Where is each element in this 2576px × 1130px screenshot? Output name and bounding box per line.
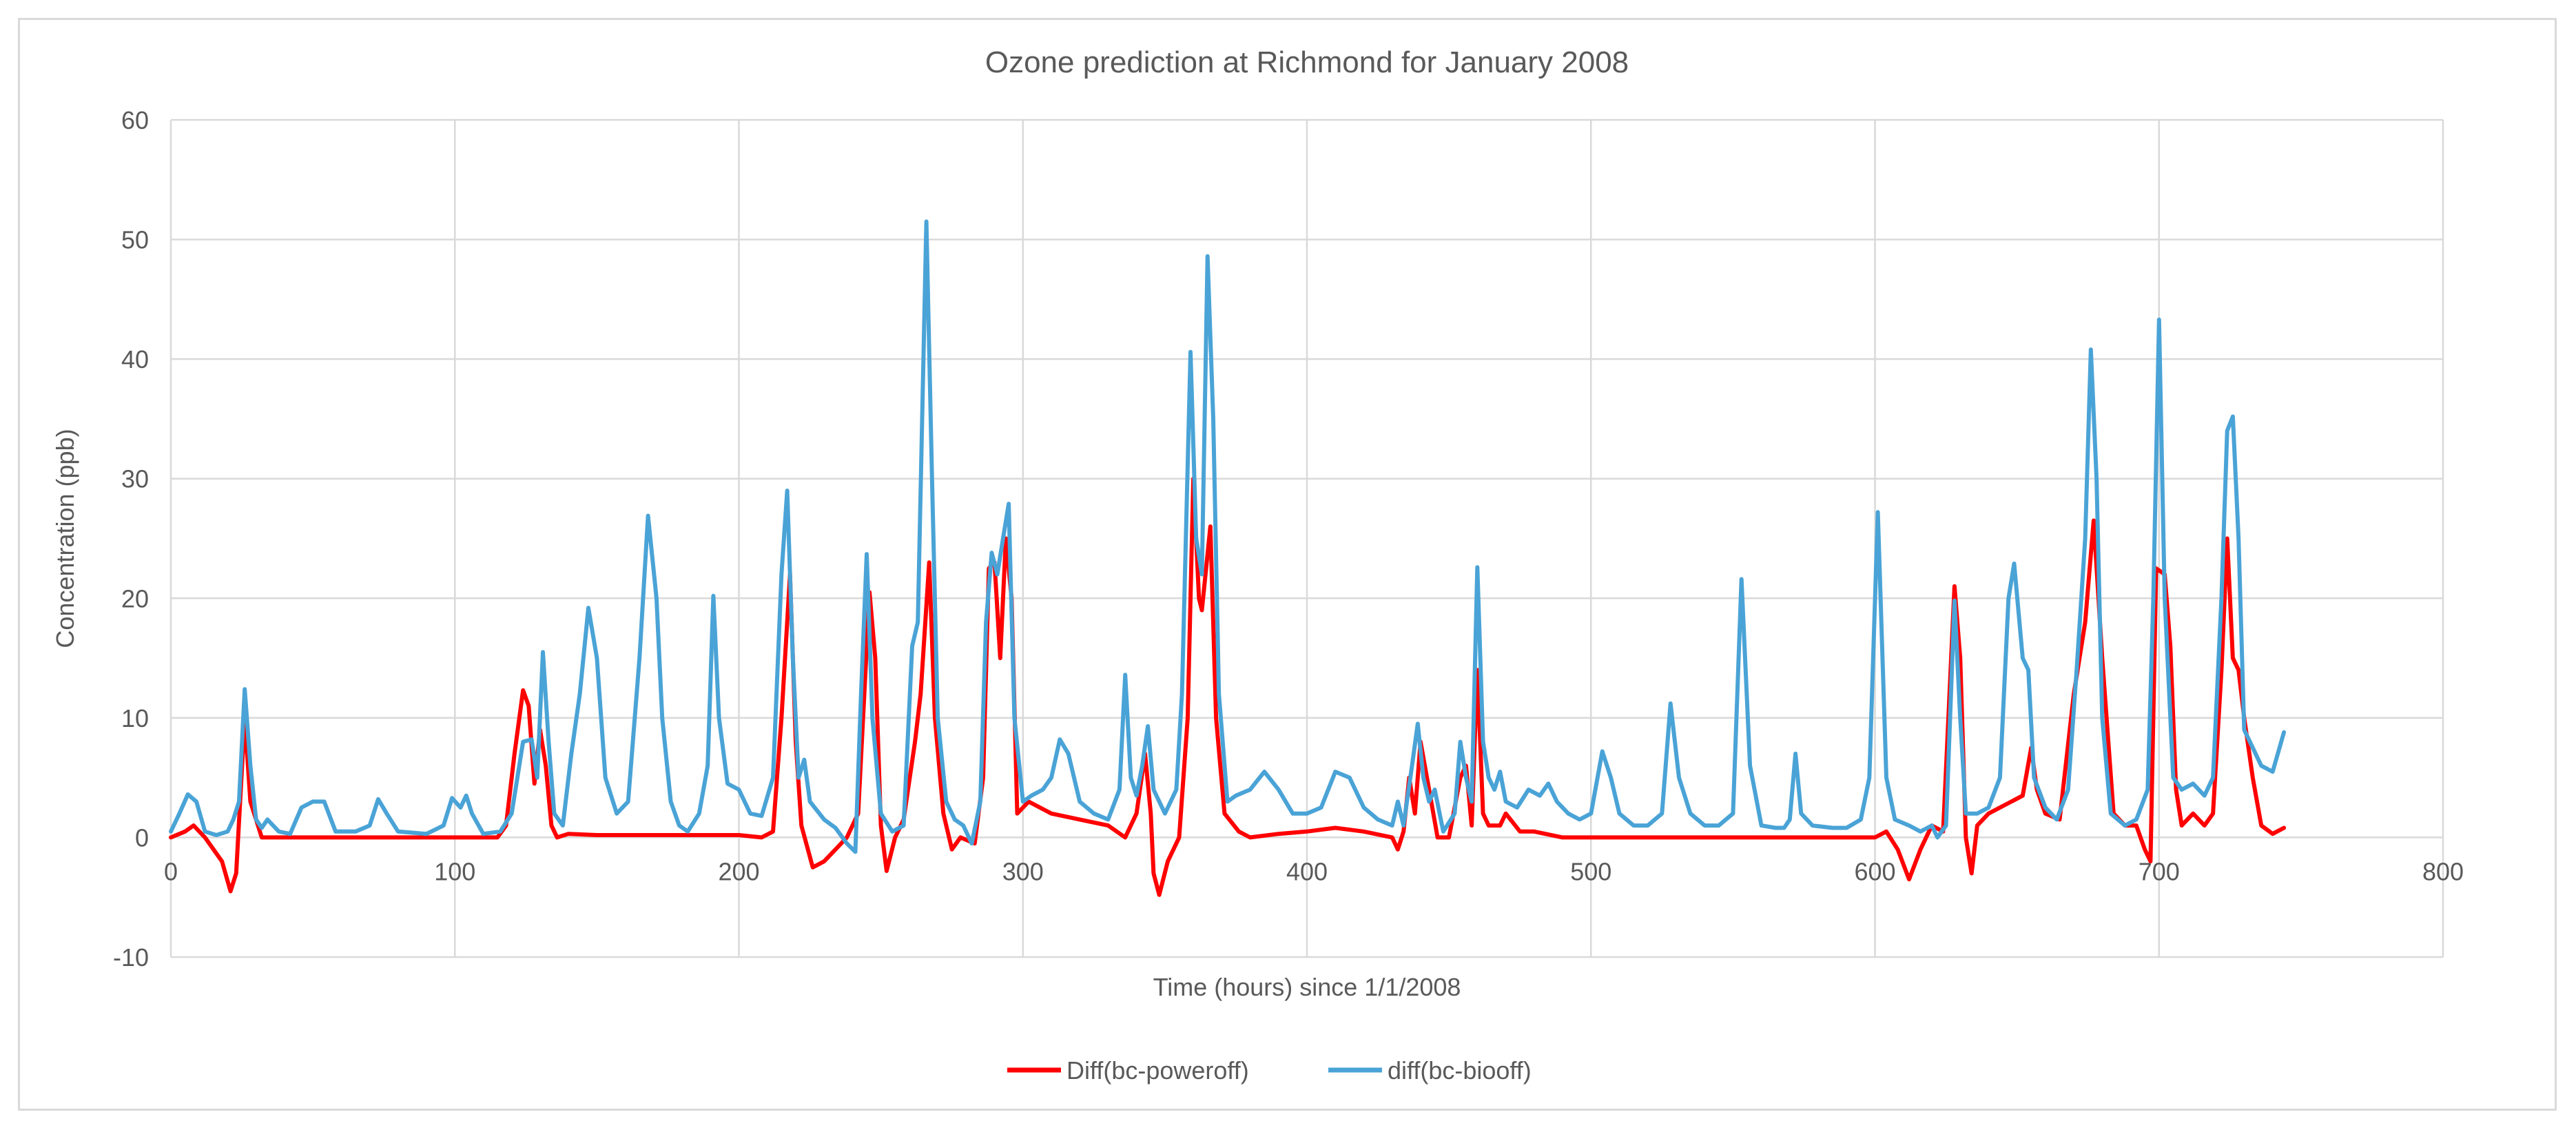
chart-frame: Ozone prediction at Richmond for January… bbox=[18, 18, 2557, 1111]
y-tick-label: 60 bbox=[121, 106, 149, 134]
legend: Diff(bc-poweroff) diff(bc-biooff) bbox=[1007, 1056, 1532, 1085]
x-tick-label: 0 bbox=[164, 857, 178, 885]
chart-title: Ozone prediction at Richmond for January… bbox=[985, 45, 1629, 79]
legend-label: Diff(bc-poweroff) bbox=[1067, 1056, 1249, 1085]
x-tick-label: 400 bbox=[1286, 857, 1328, 885]
x-axis-ticks: 0 100 200 300 400 500 600 700 800 bbox=[164, 857, 2464, 885]
legend-label: diff(bc-biooff) bbox=[1388, 1056, 1532, 1085]
x-tick-label: 600 bbox=[1854, 857, 1895, 885]
y-tick-label: -10 bbox=[113, 943, 149, 972]
y-axis-ticks: -10 0 10 20 30 40 50 60 bbox=[113, 106, 149, 972]
x-tick-label: 200 bbox=[718, 857, 759, 885]
line-chart: Ozone prediction at Richmond for January… bbox=[51, 45, 2464, 1085]
series-layer bbox=[169, 219, 2287, 897]
y-axis-title: Concentration (ppb) bbox=[51, 429, 79, 648]
y-tick-label: 0 bbox=[135, 823, 149, 852]
x-tick-label: 800 bbox=[2422, 857, 2464, 885]
y-tick-label: 20 bbox=[121, 584, 149, 613]
y-tick-label: 50 bbox=[121, 226, 149, 254]
legend-item-1: Diff(bc-poweroff) bbox=[1007, 1056, 1249, 1085]
y-tick-label: 30 bbox=[121, 465, 149, 493]
x-axis-title: Time (hours) since 1/1/2008 bbox=[1153, 973, 1461, 1001]
x-tick-label: 100 bbox=[434, 857, 475, 885]
x-tick-label: 300 bbox=[1002, 857, 1044, 885]
y-tick-label: 40 bbox=[121, 345, 149, 373]
y-tick-label: 10 bbox=[121, 704, 149, 732]
x-tick-label: 500 bbox=[1570, 857, 1611, 885]
series-line-2 bbox=[169, 219, 2287, 854]
grid-lines bbox=[169, 119, 2444, 958]
x-tick-label: 700 bbox=[2139, 857, 2180, 885]
legend-item-2: diff(bc-biooff) bbox=[1328, 1056, 1532, 1085]
